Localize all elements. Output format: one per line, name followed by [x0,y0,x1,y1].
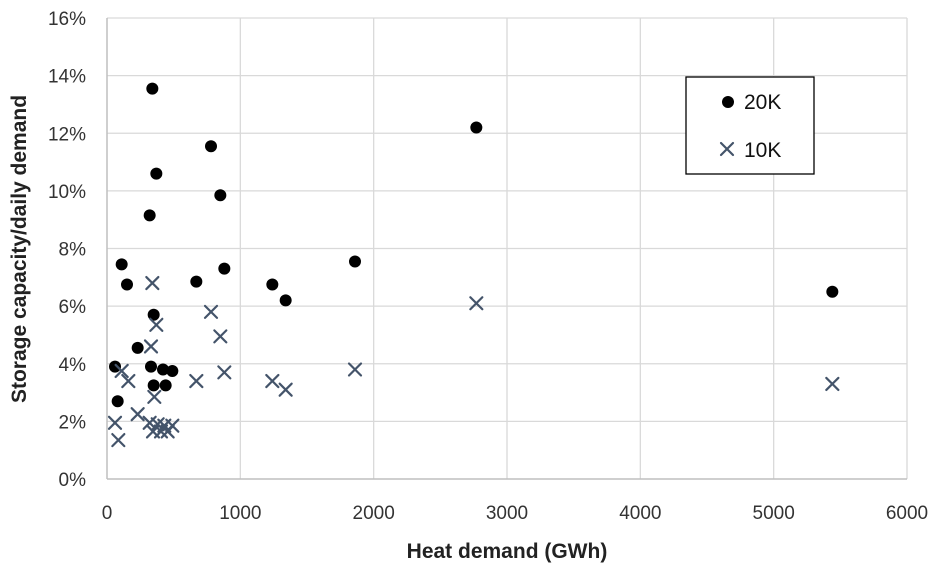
point-10k [165,418,180,433]
y-tick-label: 8% [59,240,87,261]
data-points [107,82,840,448]
point-10k [347,362,363,377]
point-10k [143,339,159,354]
tick-labels: 0 1000 2000 3000 4000 5000 6000 0% 2% 4% 6% 8% 10% 12… [48,9,928,524]
point-20k [190,275,203,288]
point-20k [147,308,160,321]
point-20k [826,285,839,298]
x-axis-title: Heat demand (GWh) [407,540,608,563]
point-20k [157,363,169,376]
point-10k [203,304,219,319]
point-20k [121,278,133,291]
point-20k [146,82,159,95]
x-tick-label: 0 [102,503,113,524]
point-20k [205,140,217,153]
x-tick-label: 4000 [619,503,661,524]
point-20k [109,360,121,373]
point-20k [131,341,144,354]
point-20k [470,121,483,134]
point-20k [111,395,124,408]
x-tick-label: 3000 [486,503,528,524]
point-20k [143,209,156,222]
point-10k [130,407,145,422]
y-tick-label: 2% [59,412,87,433]
y-tick-label: 12% [48,124,86,145]
point-10k [147,389,162,404]
point-20k [150,167,163,180]
point-10k [149,317,164,332]
point-10k [265,373,280,389]
legend-marker-20k [722,96,734,108]
legend-box [685,76,815,175]
point-10k [825,376,840,392]
y-tick-label: 16% [48,9,86,30]
point-20k [166,364,179,377]
legend-label-10k: 10K [744,139,781,162]
x-tick-label: 6000 [886,503,928,524]
point-20k [349,255,361,268]
point-10k [217,365,232,380]
x-tick-label: 1000 [219,503,261,524]
legend-label-20k: 20K [744,91,781,114]
point-10k [114,363,129,379]
y-tick-label: 14% [48,67,86,88]
point-10k [189,373,204,389]
point-10k [111,433,126,448]
y-tick-label: 6% [59,297,87,318]
x-tick-label: 2000 [353,503,395,524]
point-20k [147,379,160,392]
point-10k [107,415,123,430]
point-10k [213,329,228,344]
legend: 20K 10K [685,76,815,175]
point-20k [266,278,279,291]
y-tick-label: 10% [48,182,86,203]
point-10k [278,382,293,397]
point-20k [159,379,172,392]
y-tick-label: 4% [59,355,87,376]
point-20k [145,360,157,373]
y-axis-title: Storage capacity/daily demand [8,95,31,403]
point-20k [279,294,292,307]
point-20k [218,262,231,275]
point-20k [115,258,128,271]
grid-lines [107,17,908,479]
plot-axes [106,18,907,480]
y-tick-label: 0% [59,470,87,491]
point-10k [121,373,136,389]
point-10k [145,275,160,291]
legend-marker-10k [719,141,735,157]
point-10k [469,296,484,311]
point-20k [214,189,227,202]
x-tick-label: 5000 [753,503,795,524]
